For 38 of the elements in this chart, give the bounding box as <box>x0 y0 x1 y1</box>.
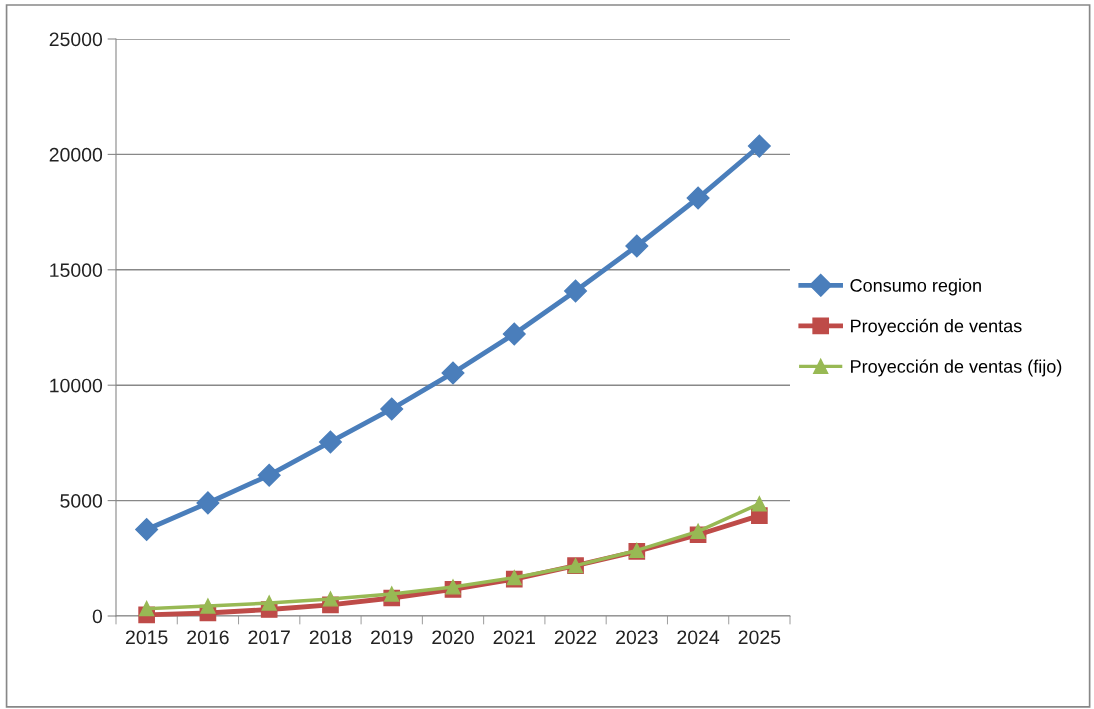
legend-label: Consumo region <box>850 278 981 296</box>
y-tick-label: 15000 <box>50 263 103 278</box>
x-tick-label: 2021 <box>493 630 535 645</box>
point <box>747 134 771 158</box>
point <box>322 591 339 607</box>
y-tick-label: 10000 <box>50 378 103 393</box>
x-tick-label: 2018 <box>309 630 352 645</box>
point <box>564 279 588 303</box>
point <box>200 598 216 614</box>
x-tick-label: 2017 <box>248 630 290 645</box>
x-tick-label: 2024 <box>677 630 720 645</box>
legend-label: Proyección de ventas (fijo) <box>851 359 1062 377</box>
y-tick-label: 0 <box>92 609 103 624</box>
y-tick-label: 25000 <box>49 32 103 47</box>
legend-label: Proyección de ventas <box>851 318 1022 336</box>
x-tick-label: 2016 <box>187 630 229 645</box>
point <box>318 430 342 454</box>
x-tick-label: 2020 <box>432 630 474 645</box>
point <box>257 463 281 487</box>
x-tick-label: 2023 <box>616 630 658 645</box>
point <box>135 517 159 541</box>
point <box>502 322 526 346</box>
y-tick-label: 5000 <box>60 494 103 508</box>
point <box>625 234 649 258</box>
point <box>686 186 710 210</box>
point <box>751 496 768 512</box>
point <box>441 361 465 385</box>
point <box>380 397 404 421</box>
x-tick-label: 2015 <box>125 630 168 645</box>
x-tick-label: 2022 <box>554 630 597 645</box>
y-tick-label: 20000 <box>49 147 103 162</box>
point <box>138 600 155 617</box>
point <box>384 586 400 602</box>
point <box>196 491 220 515</box>
x-tick-label: 2025 <box>738 630 781 645</box>
x-tick-label: 2019 <box>371 630 413 645</box>
point <box>690 523 706 539</box>
point <box>261 595 277 611</box>
